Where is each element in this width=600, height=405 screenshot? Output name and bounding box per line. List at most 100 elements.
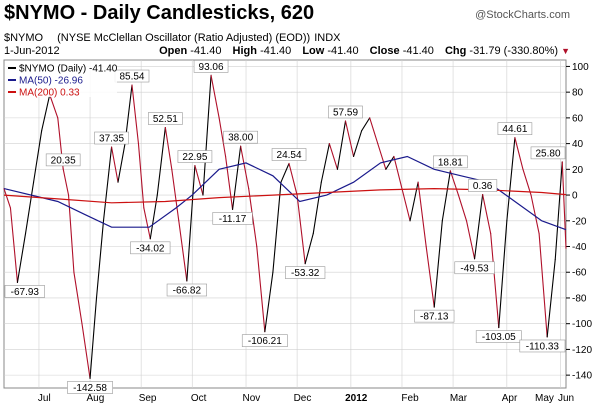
high-value: -41.40 <box>260 45 292 57</box>
oscillator-segment <box>490 233 500 329</box>
oscillator-segment <box>401 188 411 222</box>
value-annotation-box <box>148 112 183 125</box>
y-axis: 100 80 60 40 20 0 -20 -40 -60 -80 -100 -120 -140 <box>566 62 592 382</box>
oscillator-segment <box>149 194 158 240</box>
oscillator-segment <box>164 126 173 170</box>
oscillator-segment <box>194 164 204 196</box>
symbol-label: $NYMO <box>4 32 44 44</box>
oscillator-segment <box>264 271 274 333</box>
oscillator-segment <box>202 74 212 196</box>
chg-value: -31.79 (-330.80%) <box>469 45 559 57</box>
oscillator-segment <box>225 155 234 210</box>
value-annotation: -11.17 <box>219 214 247 225</box>
oscillator-segment <box>171 168 180 222</box>
legend-label: $NYMO (Daily) -41.40 <box>19 64 118 75</box>
oscillator-segment <box>111 146 119 183</box>
oscillator-segment <box>385 155 395 170</box>
y-tick-label: 60 <box>572 113 584 124</box>
oscillator-segment <box>131 84 139 145</box>
oscillator-segment <box>369 117 379 145</box>
plot-area <box>3 59 567 389</box>
y-tick-label: 80 <box>572 88 584 99</box>
exchange-label: INDX <box>314 32 341 44</box>
value-annotation: 52.51 <box>153 114 178 125</box>
legend-background <box>5 61 117 97</box>
value-annotation-box <box>433 155 468 169</box>
oscillator-segment <box>530 194 540 235</box>
value-annotation: 37.35 <box>99 134 124 145</box>
chg-label: Chg <box>444 45 467 57</box>
value-annotation-box <box>468 179 498 192</box>
x-tick-label: Dec <box>294 393 312 404</box>
chg-down-icon: ▼ <box>561 46 570 56</box>
open-label: Open <box>159 45 188 57</box>
y-tick-label: -140 <box>572 371 592 382</box>
value-annotation-box <box>166 283 207 297</box>
oscillator-segment <box>95 220 105 299</box>
value-annotation: -49.53 <box>460 263 489 274</box>
oscillator-segment <box>433 220 443 308</box>
oscillator-segment <box>538 233 548 338</box>
value-annotation-box <box>4 285 45 298</box>
y-tick-label: -120 <box>572 345 592 356</box>
x-tick-label: Aug <box>87 393 105 404</box>
oscillator-segment <box>156 126 166 196</box>
ohlc-readout: Open -41.40 High -41.40 Low -41.40 Close… <box>159 45 570 57</box>
value-annotation: 38.00 <box>228 133 253 144</box>
chart-subtitle: $NYMO (NYSE McClellan Oscillator (Ratio A… <box>4 32 340 44</box>
low-label: Low <box>302 45 325 57</box>
oscillator-segment <box>425 245 435 308</box>
value-annotation: -106.21 <box>248 336 282 347</box>
value-annotation-box <box>130 241 171 255</box>
y-tick-label: 100 <box>572 62 589 73</box>
oscillator-segment <box>81 323 91 380</box>
value-annotation: 24.54 <box>277 150 302 161</box>
y-tick-label: -80 <box>572 293 587 304</box>
value-annotation: -67.93 <box>11 287 40 298</box>
oscillator-segment <box>240 145 250 190</box>
x-tick-label: May <box>535 393 554 404</box>
oscillator-segment <box>482 194 492 235</box>
x-tick-label: Jul <box>38 393 51 404</box>
oscillator-segment <box>377 143 387 170</box>
value-annotation-box <box>328 105 363 119</box>
series-lines <box>3 74 567 380</box>
value-annotation-box <box>193 60 229 73</box>
value-annotation: 22.95 <box>182 152 207 163</box>
value-annotation: 93.06 <box>199 62 224 73</box>
oscillator-segment <box>143 207 151 240</box>
brand-watermark: @StockCharts.com <box>475 9 570 21</box>
value-annotation-box <box>519 339 566 353</box>
value-annotations: -67.93 20.35 -142.58 37.35 85.54 -34.02 52.51 -… <box>4 60 566 394</box>
oscillator-segment <box>24 181 35 235</box>
x-tick-label: Apr <box>502 393 518 404</box>
x-tick-label: Nov <box>242 393 260 404</box>
oscillator-segment <box>312 181 322 235</box>
value-annotation-box <box>45 153 81 167</box>
oscillator-segment <box>554 161 563 260</box>
value-annotation-box <box>212 212 253 225</box>
x-tick-label: Oct <box>191 393 207 404</box>
oscillator-segment <box>272 181 282 273</box>
x-tick-label: Mar <box>450 393 468 404</box>
oscillator-segment <box>561 161 567 249</box>
value-annotation-box <box>285 266 326 279</box>
y-tick-label: 40 <box>572 139 584 150</box>
value-annotation: 18.81 <box>438 157 463 168</box>
value-annotation-box <box>414 309 455 323</box>
oscillator-segment <box>304 233 314 265</box>
value-annotation-box <box>497 122 533 135</box>
oscillator-segment <box>16 233 27 283</box>
value-annotation: -87.13 <box>420 312 449 323</box>
x-tick-label: Sep <box>139 393 157 404</box>
value-annotation-box <box>241 334 288 347</box>
oscillator-segment <box>417 181 427 248</box>
oscillator-segment <box>449 170 459 196</box>
oscillator-segment <box>218 117 227 158</box>
x-axis: Jul Aug Sep Oct Nov Dec 2012 Feb Mar Apr May Jun <box>38 393 574 404</box>
oscillator-segment <box>336 120 347 170</box>
chart-title: $NYMO - Daily Candlesticks, 620 <box>4 2 315 24</box>
value-annotation: 44.61 <box>502 124 527 135</box>
oscillator-segment <box>49 94 59 119</box>
